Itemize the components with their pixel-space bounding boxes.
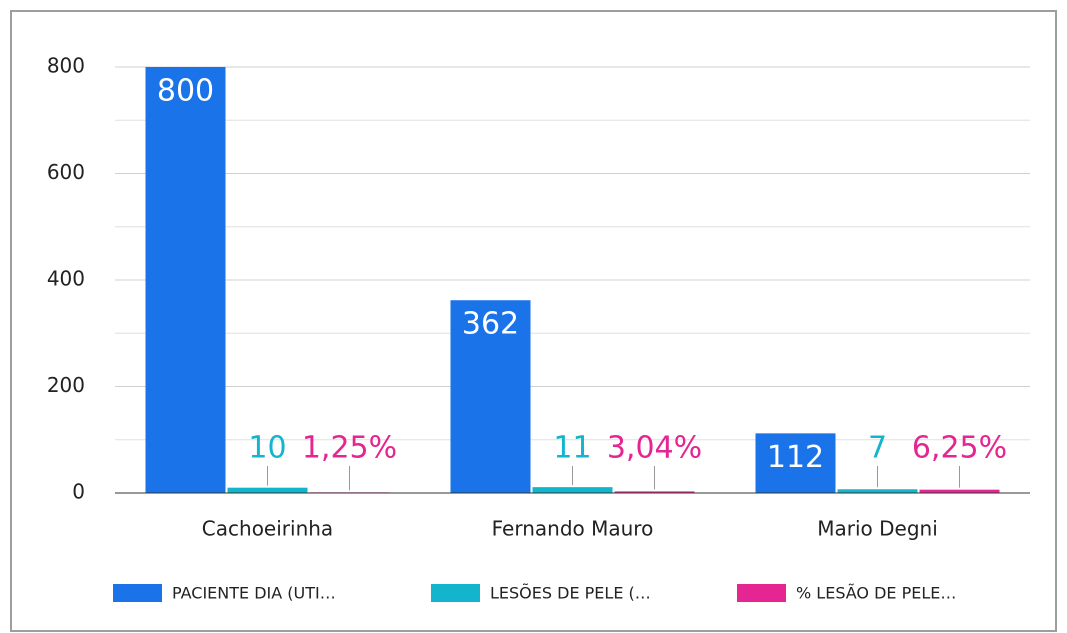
- legend-swatch: [113, 584, 162, 602]
- data-label: 1,25%: [302, 431, 397, 466]
- legend-label: LESÕES DE PELE (…: [490, 584, 651, 603]
- bar: [614, 491, 695, 493]
- y-tick-label: 800: [47, 54, 85, 78]
- data-label: 10: [248, 431, 286, 466]
- data-label: 3,04%: [607, 431, 702, 466]
- legend-swatch: [431, 584, 480, 602]
- y-tick-label: 200: [47, 373, 85, 397]
- data-label: 6,25%: [912, 431, 1007, 466]
- bar: [450, 300, 531, 493]
- y-tick-label: 0: [72, 480, 85, 504]
- legend-swatch: [737, 584, 786, 602]
- y-tick-label: 600: [47, 160, 85, 184]
- legend-label: PACIENTE DIA (UTI…: [172, 584, 336, 603]
- bar: [532, 487, 613, 493]
- data-label: 800: [157, 74, 214, 109]
- bar: [919, 489, 1000, 493]
- x-tick-label: Mario Degni: [817, 517, 938, 541]
- data-label: 362: [462, 307, 519, 342]
- bar: [227, 487, 308, 493]
- x-tick-label: Fernando Mauro: [492, 517, 654, 541]
- y-tick-label: 400: [47, 267, 85, 291]
- x-tick-label: Cachoeirinha: [202, 517, 333, 541]
- data-label: 7: [868, 431, 887, 466]
- bar: [755, 433, 836, 493]
- bar: [145, 67, 226, 493]
- bar: [837, 489, 918, 493]
- data-label: 11: [553, 431, 591, 466]
- legend-label: % LESÃO DE PELE…: [796, 584, 956, 603]
- data-label: 112: [767, 440, 824, 475]
